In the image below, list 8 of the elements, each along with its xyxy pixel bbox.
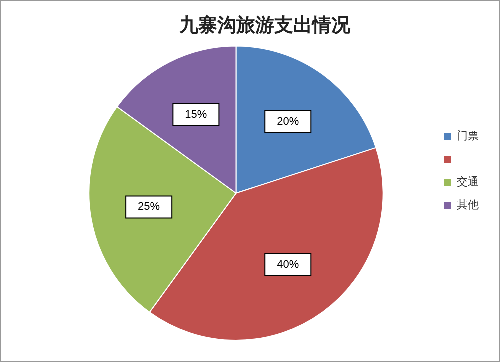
legend-label: 其他 — [457, 198, 479, 212]
data-label: 15% — [185, 108, 208, 121]
chart-title: 九寨沟旅游支出情况 — [178, 14, 352, 36]
data-label: 40% — [277, 258, 300, 271]
data-label: 20% — [277, 116, 300, 128]
legend-label: 交通 — [457, 175, 479, 188]
legend-label: 门票 — [457, 129, 479, 142]
data-label: 25% — [138, 201, 160, 214]
